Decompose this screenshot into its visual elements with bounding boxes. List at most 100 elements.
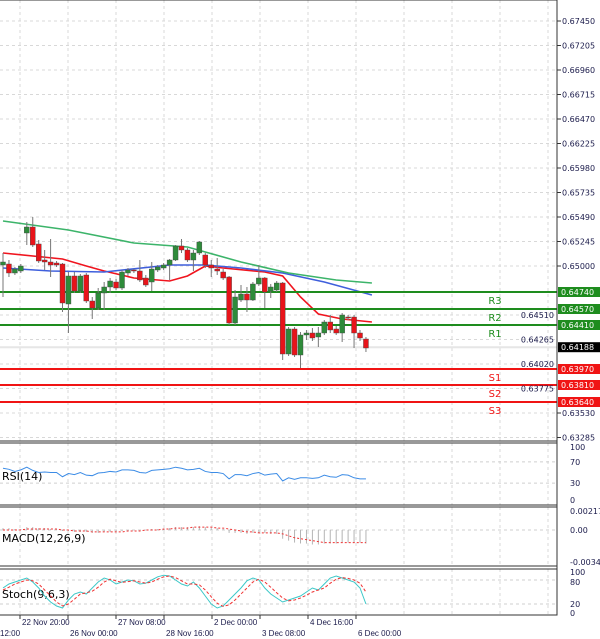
candle-bullish [250, 283, 256, 301]
candle-bearish [47, 261, 54, 266]
level-price-tag [558, 320, 600, 330]
level-label-r2: R2 [488, 313, 501, 324]
candle-bullish [95, 292, 101, 309]
candle-bearish [333, 328, 339, 334]
candle-bearish [59, 263, 66, 304]
candle-bearish [291, 328, 298, 356]
price-label: 0.64265 [521, 336, 554, 345]
stoch-scale-label: 100 [570, 568, 585, 577]
candle-bullish [285, 328, 292, 355]
candle-bullish [339, 314, 345, 334]
candle-bearish [83, 274, 90, 302]
candle-bearish [309, 332, 316, 339]
macd-signal-line [3, 526, 366, 544]
price-label: 0.66470 [562, 115, 595, 124]
macd-label: MACD(12,26,9) [2, 532, 86, 545]
macd-scale-label: 0.002171 [570, 507, 600, 516]
price-label: 0.63530 [562, 409, 595, 418]
price-label: 0.65735 [562, 189, 595, 198]
candle-bearish [113, 281, 119, 289]
candle-bullish [172, 245, 179, 261]
level-price-value: 0.64740 [561, 288, 594, 297]
candle-bearish [214, 268, 220, 272]
last-price-value: 0.64188 [561, 343, 594, 352]
time-label: 3 Dec 08:00 [262, 629, 306, 638]
macd-scale-label: -0.003423 [570, 558, 600, 567]
candle-bearish [262, 277, 268, 293]
price-label: 0.66960 [562, 66, 595, 75]
level-price-tag [558, 287, 600, 297]
grid-lines [0, 0, 557, 615]
candle-bearish [137, 270, 143, 281]
candle-bullish [321, 321, 327, 334]
candle-bearish [357, 332, 363, 339]
candle-bullish [190, 252, 197, 261]
stoch-scale-label: 20 [570, 600, 580, 609]
candle-bullish [196, 241, 203, 254]
candle-bullish [18, 265, 24, 272]
candle-bearish [244, 293, 250, 301]
candlestick-series [0, 217, 369, 368]
candle-bearish [178, 245, 185, 251]
rsi-scale-label: 70 [570, 458, 580, 467]
candle-bullish [297, 334, 304, 356]
panel-borders [0, 0, 558, 616]
stoch-label: Stoch(9,6,3) [2, 588, 70, 601]
macd-panel: MACD(12,26,9) 0.002171 0.00 -0.003423 [0, 507, 600, 567]
level-price-value: 0.63810 [561, 381, 594, 390]
price-label: 0.66715 [562, 91, 595, 100]
candle-bearish [41, 259, 48, 263]
moving-average-mid [2, 264, 373, 296]
level-price-tag [558, 304, 600, 314]
candle-bullish [154, 266, 161, 271]
level-label-s3: S3 [489, 406, 502, 417]
candle-bullish [77, 275, 84, 292]
candle-bullish [65, 275, 72, 305]
candle-bullish [315, 332, 322, 338]
time-label: 12:00 [0, 629, 21, 638]
candle-bearish [327, 321, 333, 331]
level-label-s2: S2 [489, 389, 502, 400]
candle-bearish [53, 262, 60, 266]
candle-bearish [226, 276, 232, 324]
last-price-tag [558, 342, 600, 353]
level-label-s1: S1 [489, 373, 502, 384]
candle-bearish [71, 275, 78, 292]
candle-bullish [274, 282, 280, 291]
candle-bullish [107, 280, 113, 288]
time-label: 28 Nov 16:00 [166, 629, 214, 638]
stoch-scale-label: 0 [570, 609, 575, 618]
rsi-panel: RSI(14) 100 70 30 0 [0, 443, 585, 505]
candle-bearish [363, 338, 369, 349]
level-price-tag [558, 380, 600, 390]
level-price-value: 0.64410 [561, 321, 594, 330]
candle-bearish [143, 277, 149, 286]
candle-bearish [351, 316, 357, 334]
moving-averages [2, 220, 373, 323]
candle-bearish [208, 264, 214, 269]
rsi-label: RSI(14) [2, 470, 42, 483]
level-label-r3: R3 [488, 296, 501, 307]
price-label: 0.67205 [562, 42, 595, 51]
time-label: 4 Dec 16:00 [310, 618, 354, 627]
price-label: 0.64020 [521, 360, 554, 369]
time-label: 22 Nov 20:00 [22, 618, 70, 627]
candle-bullish [24, 226, 30, 234]
rsi-line [2, 466, 366, 482]
level-price-tag [558, 397, 600, 407]
level-price-tag [558, 364, 600, 374]
candle-bullish [303, 332, 310, 336]
candle-bullish [12, 268, 18, 274]
candle-bullish [238, 293, 244, 301]
price-label: 0.64510 [521, 311, 554, 320]
candle-bearish [202, 254, 209, 266]
level-price-value: 0.63640 [561, 398, 594, 407]
stoch-signal-line [2, 575, 367, 607]
moving-average-slow [2, 220, 372, 284]
level-price-value: 0.63970 [561, 365, 594, 374]
rsi-scale-label: 30 [570, 479, 580, 488]
candle-bullish [256, 277, 262, 285]
